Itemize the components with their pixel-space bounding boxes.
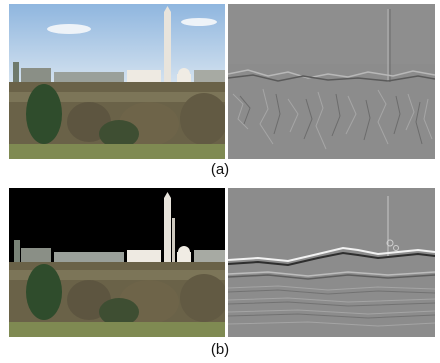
edge-map-original xyxy=(228,4,435,159)
caption-a: (a) xyxy=(210,161,230,178)
memorial-building xyxy=(127,250,161,262)
monument-obelisk xyxy=(164,198,171,263)
cloud xyxy=(181,18,217,26)
cloud xyxy=(47,24,91,34)
edge-map-masked xyxy=(228,188,435,337)
photo-original xyxy=(9,4,225,159)
lawn xyxy=(9,144,225,159)
lawn xyxy=(9,322,225,337)
monument-obelisk xyxy=(164,12,171,84)
photo-sky-masked xyxy=(9,188,225,337)
memorial-building xyxy=(127,70,161,82)
caption-b: (b) xyxy=(210,341,230,358)
